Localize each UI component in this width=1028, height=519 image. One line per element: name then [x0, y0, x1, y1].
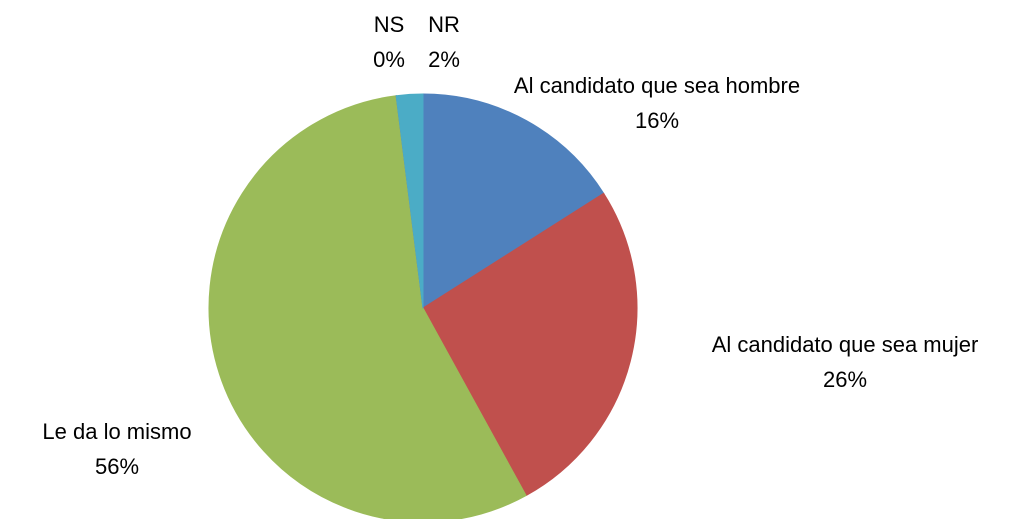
pie-slice: [422, 93, 605, 309]
slice-label: NR 2%: [414, 7, 474, 77]
value-label: 0%: [373, 47, 405, 72]
value-label: 2%: [428, 47, 460, 72]
category-label: NR: [428, 12, 460, 37]
pie-slice: [208, 95, 527, 519]
slice-label: Le da lo mismo 56%: [0, 414, 237, 484]
value-label: 16%: [634, 108, 680, 133]
category-label: Al candidato que sea hombre: [513, 73, 801, 98]
category-label: Al candidato que sea mujer: [711, 332, 979, 357]
slice-label: Al candidato que sea mujer 26%: [655, 327, 1028, 397]
slice-label: NS 0%: [359, 7, 419, 77]
category-label: NS: [373, 12, 405, 37]
pie-slice: [422, 192, 638, 497]
value-label: 56%: [94, 454, 140, 479]
pie-slice: [395, 93, 424, 309]
slice-label: Al candidato que sea hombre 16%: [507, 68, 807, 138]
value-label: 26%: [822, 367, 868, 392]
category-label: Le da lo mismo: [42, 419, 192, 444]
